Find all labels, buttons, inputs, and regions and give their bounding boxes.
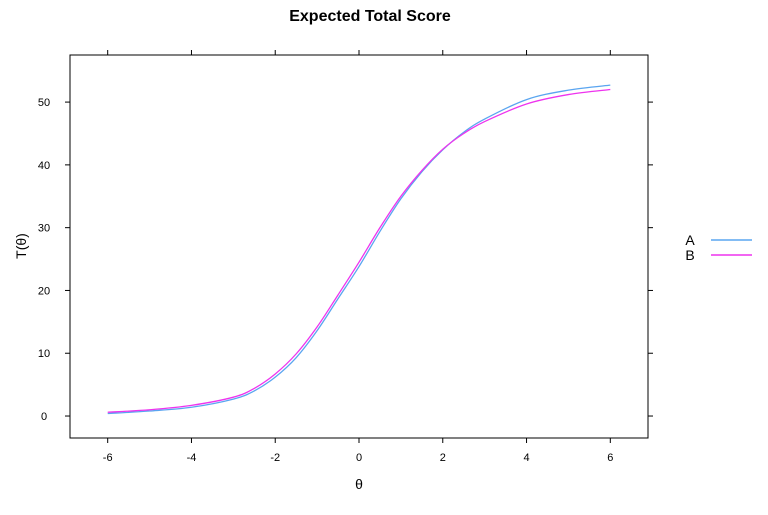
x-tick-label: 4: [523, 452, 529, 464]
y-axis-label: T(θ): [13, 233, 29, 259]
plot-frame: [69, 54, 649, 439]
chart-title: Expected Total Score: [289, 8, 451, 25]
series-lines: [107, 84, 611, 415]
y-tick-label: 40: [38, 160, 50, 172]
x-tick-label: 0: [356, 452, 362, 464]
axis-ticks: -6 -4 -2 0 2 4 6 0 10 20 30 40 50: [38, 50, 653, 464]
x-tick-label: -6: [103, 452, 113, 464]
y-tick-label: 20: [38, 285, 50, 297]
x-tick-label: 2: [440, 452, 446, 464]
x-axis-label: θ: [355, 476, 363, 492]
x-tick-label: 6: [607, 452, 613, 464]
x-tick-label: -4: [187, 452, 197, 464]
x-tick-label: -2: [270, 452, 280, 464]
y-tick-label: 0: [41, 411, 47, 423]
series-line-b: [107, 88, 611, 413]
y-tick-label: 30: [38, 223, 50, 235]
legend-label-a: A: [685, 232, 695, 248]
legend-label-b: B: [685, 247, 694, 263]
y-tick-label: 50: [38, 97, 50, 109]
legend: AB: [685, 232, 752, 263]
y-tick-label: 10: [38, 348, 50, 360]
series-line-a: [107, 84, 611, 415]
